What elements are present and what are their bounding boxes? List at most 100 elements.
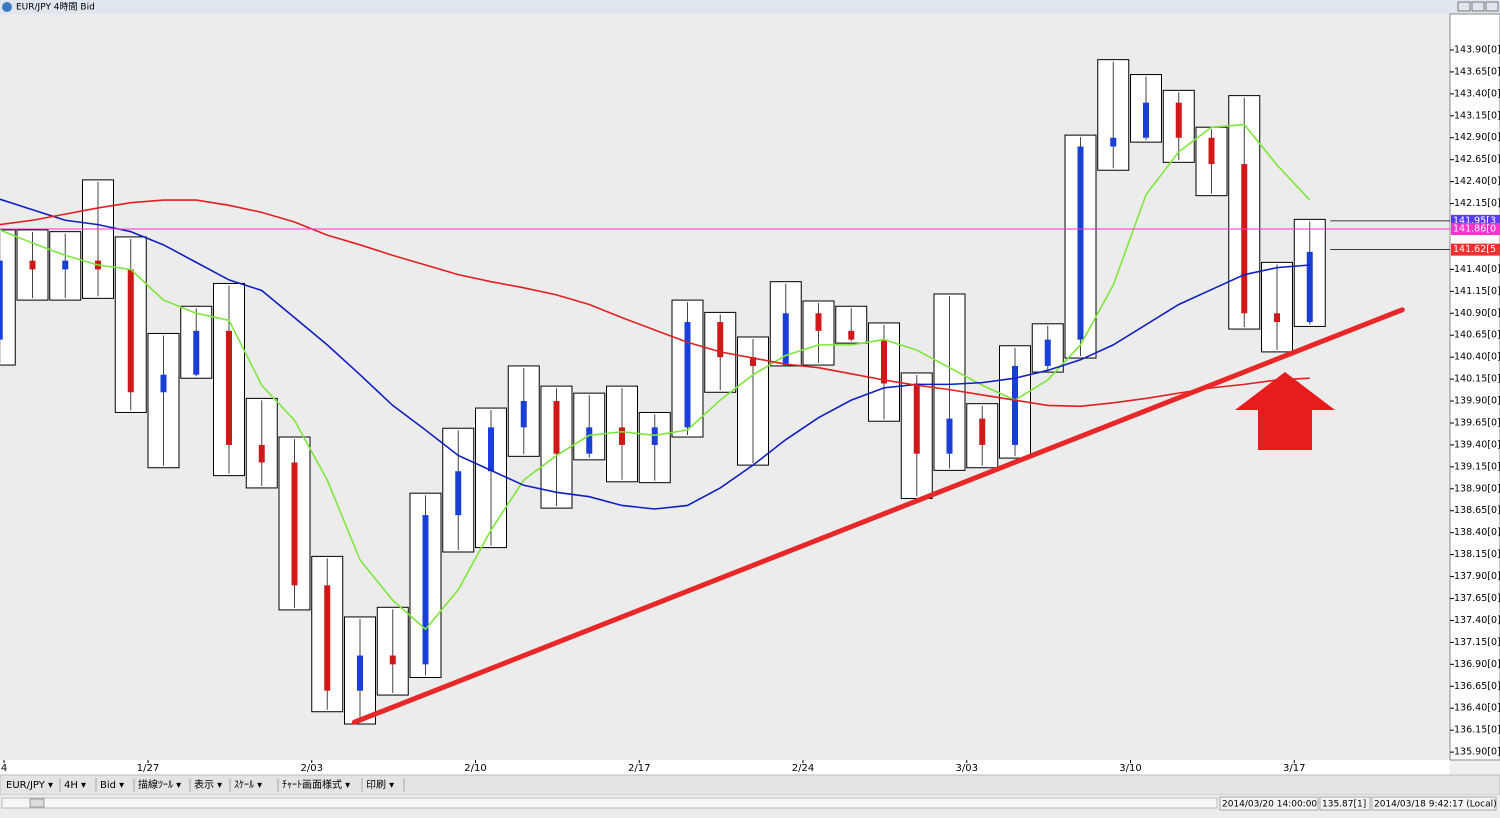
candle-body	[62, 260, 69, 270]
y-tick-label: 138.15[0]	[1454, 549, 1500, 560]
y-tick-label: 139.65[0]	[1454, 417, 1500, 428]
candle-body	[881, 339, 887, 384]
range-box	[0, 229, 16, 366]
candle-body	[913, 383, 920, 454]
title-bar	[0, 0, 1500, 14]
candle-body	[1274, 313, 1280, 323]
x-tick-label: 3/10	[1119, 763, 1141, 774]
candle-body	[619, 427, 625, 445]
y-tick-label: 140.90[0]	[1454, 308, 1500, 319]
candle-body	[127, 269, 134, 393]
y-tick-label: 142.65[0]	[1454, 154, 1500, 165]
price-axis	[1449, 13, 1500, 761]
close-button[interactable]	[1485, 1, 1499, 12]
x-tick-label: 2/10	[464, 763, 486, 774]
toolbar-label[interactable]: 表示 ▾	[194, 778, 222, 791]
y-tick-label: 142.40[0]	[1454, 176, 1500, 187]
y-tick-label: 142.15[0]	[1454, 198, 1500, 209]
toolbar-label[interactable]: ｽｹｰﾙ ▾	[234, 779, 262, 791]
candle-body	[1077, 146, 1084, 340]
y-tick-label: 140.15[0]	[1454, 374, 1500, 385]
y-tick-label: 136.65[0]	[1454, 681, 1500, 692]
y-tick-label: 139.90[0]	[1454, 396, 1500, 407]
y-tick-label: 143.40[0]	[1454, 88, 1500, 99]
current-price-flag-label: 141.86[0	[1453, 224, 1496, 235]
y-tick-label: 136.90[0]	[1454, 659, 1500, 670]
candle-body	[979, 418, 986, 445]
toolbar-label[interactable]: 4H ▾	[64, 780, 86, 791]
y-tick-label: 139.15[0]	[1454, 461, 1500, 472]
candle-body	[1306, 251, 1313, 323]
y-tick-label: 137.15[0]	[1454, 637, 1500, 648]
candle-body	[160, 374, 167, 393]
y-tick-label: 138.65[0]	[1454, 505, 1500, 516]
price-flag-label: 141.62[5	[1453, 244, 1496, 255]
y-tick-label: 137.40[0]	[1454, 615, 1500, 626]
status-text: 2014/03/20 14:00:00	[1222, 800, 1317, 810]
candle-body	[0, 260, 3, 340]
toolbar-button[interactable]	[363, 777, 403, 793]
status-cell	[1371, 796, 1497, 811]
maximize-button[interactable]	[1471, 1, 1485, 12]
toolbar-button[interactable]	[231, 777, 277, 793]
candle-body	[1143, 102, 1149, 138]
y-tick-label: 138.40[0]	[1454, 527, 1500, 538]
toolbar-button[interactable]	[3, 777, 59, 793]
current-price-flag	[1451, 223, 1500, 236]
y-tick-label: 135.90[0]	[1454, 747, 1500, 758]
y-tick-label: 140.65[0]	[1454, 330, 1500, 341]
y-tick-label: 141.40[0]	[1454, 264, 1500, 275]
y-tick-label: 137.90[0]	[1454, 571, 1500, 582]
candle-body	[815, 313, 822, 331]
y-tick-label: 142.90[0]	[1454, 132, 1500, 143]
candle-body	[29, 260, 36, 270]
candle-body	[422, 515, 429, 665]
candle-body	[324, 585, 331, 691]
status-cell	[1319, 796, 1371, 811]
scroll-thumb[interactable]	[29, 798, 45, 808]
candle-body	[193, 330, 200, 375]
candle-body	[1044, 339, 1051, 366]
x-tick-label: 2/17	[628, 763, 650, 774]
toolbar-label[interactable]: EUR/JPY ▾	[6, 780, 53, 791]
toolbar-button[interactable]	[61, 777, 95, 793]
candle-body	[258, 444, 265, 463]
window-title: EUR/JPY 4時間 Bid	[16, 2, 95, 13]
app-icon	[2, 2, 12, 12]
candle-body	[782, 313, 789, 366]
y-tick-label: 143.90[0]	[1454, 44, 1500, 55]
x-tick-label: 1/27	[137, 763, 159, 774]
toolbar-label[interactable]: 印刷 ▾	[366, 779, 394, 791]
toolbar-label[interactable]: 描線ﾂｰﾙ ▾	[138, 778, 181, 791]
trendline	[351, 307, 1405, 725]
candle-body	[848, 330, 855, 340]
candle-body	[520, 401, 527, 428]
x-tick-label: 3/17	[1283, 763, 1305, 774]
candle-body	[1241, 164, 1248, 314]
price-flag-label: 141.95[3	[1453, 215, 1496, 226]
minimize-button[interactable]	[1457, 1, 1471, 12]
candle-body	[586, 427, 593, 454]
candle-body	[1012, 365, 1018, 445]
toolbar-label[interactable]: Bid ▾	[100, 780, 124, 791]
toolbar-button[interactable]	[279, 777, 361, 793]
candle-body	[455, 471, 462, 516]
y-tick-label: 140.40[0]	[1454, 352, 1500, 363]
moving-average	[0, 123, 1311, 631]
status-text: 2014/03/18 9:42:17 (Local)	[1374, 800, 1497, 810]
candle-body	[357, 655, 363, 691]
y-tick-label: 143.15[0]	[1454, 110, 1500, 121]
candle-body	[226, 330, 232, 445]
toolbar-button[interactable]	[191, 777, 229, 793]
y-tick-label: 136.15[0]	[1454, 725, 1500, 736]
toolbar-button[interactable]	[97, 777, 133, 793]
scrollbar[interactable]	[1, 797, 1218, 809]
candle-body	[717, 322, 724, 358]
candle-body	[750, 357, 756, 366]
y-tick-label: 141.15[0]	[1454, 286, 1500, 297]
toolbar-label[interactable]: ﾁｬｰﾄ画面様式 ▾	[282, 778, 350, 791]
toolbar-button[interactable]	[135, 777, 189, 793]
candle-body	[1208, 137, 1215, 165]
